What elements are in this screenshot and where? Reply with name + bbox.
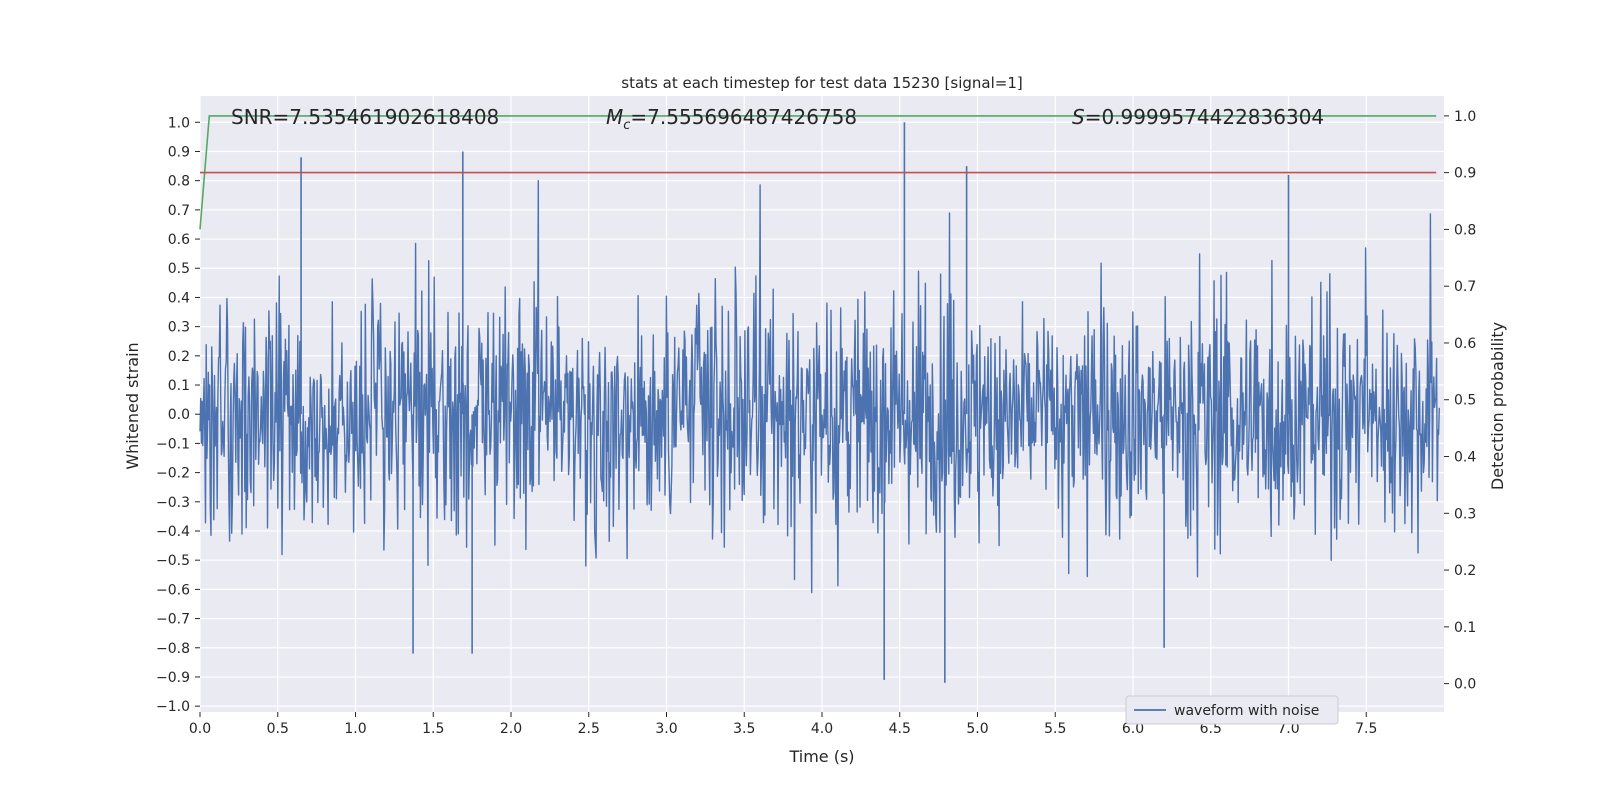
y-right-tick-label: 0.2 bbox=[1454, 563, 1476, 579]
detection-statistic-annotation: S=0.9999574422836304 bbox=[1072, 105, 1324, 129]
x-tick-label: 0.0 bbox=[189, 721, 211, 737]
y-right-tick-label: 0.1 bbox=[1454, 620, 1476, 636]
y-tick-label: −0.5 bbox=[156, 553, 190, 569]
y-tick-label: −0.8 bbox=[156, 641, 190, 657]
chirp-mass-subscript: c bbox=[623, 118, 630, 133]
x-tick-label: 3.0 bbox=[655, 721, 677, 737]
detection-probability-lines bbox=[199, 115, 1437, 230]
waveform-line bbox=[199, 180, 1440, 594]
y-tick-label: 0.4 bbox=[168, 290, 190, 306]
x-tick-label: 4.0 bbox=[811, 721, 833, 737]
x-tick-label: 6.0 bbox=[1122, 721, 1144, 737]
y-right-tick-label: 0.8 bbox=[1454, 222, 1476, 238]
x-tick-label: 2.0 bbox=[500, 721, 522, 737]
x-tick-label: 0.5 bbox=[267, 721, 289, 737]
y-axis-ticks: 1.0 0.9 0.8 0.7 0.6 0.5 0.4 0.3 0.2 0.1 0.0 −0.1 −0.… bbox=[156, 115, 200, 715]
chirp-mass-symbol: M bbox=[606, 105, 623, 129]
x-tick-label: 6.5 bbox=[1200, 721, 1222, 737]
x-tick-label: 2.5 bbox=[578, 721, 600, 737]
y-tick-label: −0.3 bbox=[156, 495, 190, 511]
y-tick-label: 0.5 bbox=[168, 261, 190, 277]
y-tick-label: −0.1 bbox=[156, 436, 190, 452]
legend: waveform with noise bbox=[1125, 695, 1339, 725]
x-tick-label: 1.0 bbox=[344, 721, 366, 737]
y-right-tick-label: 0.3 bbox=[1454, 506, 1476, 522]
chirp-mass-annotation: Mc=7.555696487426758 bbox=[606, 105, 857, 133]
y-tick-label: −0.7 bbox=[156, 612, 190, 628]
x-tick-label: 5.5 bbox=[1044, 721, 1066, 737]
chirp-mass-value: =7.555696487426758 bbox=[630, 105, 857, 129]
y-tick-label: −0.9 bbox=[156, 670, 190, 686]
y-tick-label: −0.2 bbox=[156, 466, 190, 482]
legend-box bbox=[1125, 695, 1339, 725]
y-right-axis-ticks: 1.0 0.9 0.8 0.7 0.6 0.5 0.4 0.3 0.2 0.1 0.0 bbox=[1444, 109, 1476, 693]
y-tick-label: 0.8 bbox=[168, 174, 190, 190]
y-right-tick-label: 0.6 bbox=[1454, 336, 1476, 352]
x-axis-ticks: 0.0 0.5 1.0 1.5 2.0 2.5 3.0 3.5 4.0 4.5 5.0 5.5 6.0 6… bbox=[189, 712, 1377, 737]
y-right-tick-label: 1.0 bbox=[1454, 109, 1476, 125]
x-tick-label: 5.0 bbox=[966, 721, 988, 737]
x-tick-label: 3.5 bbox=[733, 721, 755, 737]
waveform-with-noise-series bbox=[199, 122, 1440, 683]
snr-annotation: SNR=7.535461902618408 bbox=[231, 105, 499, 129]
plot-area bbox=[199, 96, 1444, 712]
y-tick-label: 0.0 bbox=[168, 407, 190, 423]
detection-statistic-value: =0.9999574422836304 bbox=[1085, 105, 1324, 129]
detection-statistic-symbol: S bbox=[1072, 105, 1085, 129]
y-tick-label: −0.4 bbox=[156, 524, 190, 540]
legend-waveform-label: waveform with noise bbox=[1174, 703, 1319, 719]
y-axis-label: Whitened strain bbox=[123, 342, 142, 469]
y-right-tick-label: 0.5 bbox=[1454, 393, 1476, 409]
y-tick-label: 0.6 bbox=[168, 232, 190, 248]
y-tick-label: 1.0 bbox=[168, 115, 190, 131]
y-right-axis-label: Detection probability bbox=[1488, 322, 1507, 490]
y-right-tick-label: 0.4 bbox=[1454, 450, 1476, 466]
x-tick-label: 7.5 bbox=[1355, 721, 1377, 737]
detection-probability-line bbox=[199, 115, 1437, 230]
y-tick-label: 0.3 bbox=[168, 320, 190, 336]
y-tick-label: 0.1 bbox=[168, 378, 190, 394]
y-tick-label: 0.7 bbox=[168, 203, 190, 219]
y-tick-label: −0.6 bbox=[156, 582, 190, 598]
y-tick-label: 0.2 bbox=[168, 349, 190, 365]
x-tick-label: 7.0 bbox=[1277, 721, 1299, 737]
y-tick-label: 0.9 bbox=[168, 144, 190, 160]
x-tick-label: 1.5 bbox=[422, 721, 444, 737]
chart-title: stats at each timestep for test data 152… bbox=[621, 74, 1022, 92]
x-tick-label: 4.5 bbox=[889, 721, 911, 737]
y-right-tick-label: 0.0 bbox=[1454, 677, 1476, 693]
y-right-tick-label: 0.9 bbox=[1454, 166, 1476, 182]
y-right-tick-label: 0.7 bbox=[1454, 279, 1476, 295]
x-axis-label: Time (s) bbox=[788, 747, 854, 766]
y-tick-label: −1.0 bbox=[156, 699, 190, 715]
